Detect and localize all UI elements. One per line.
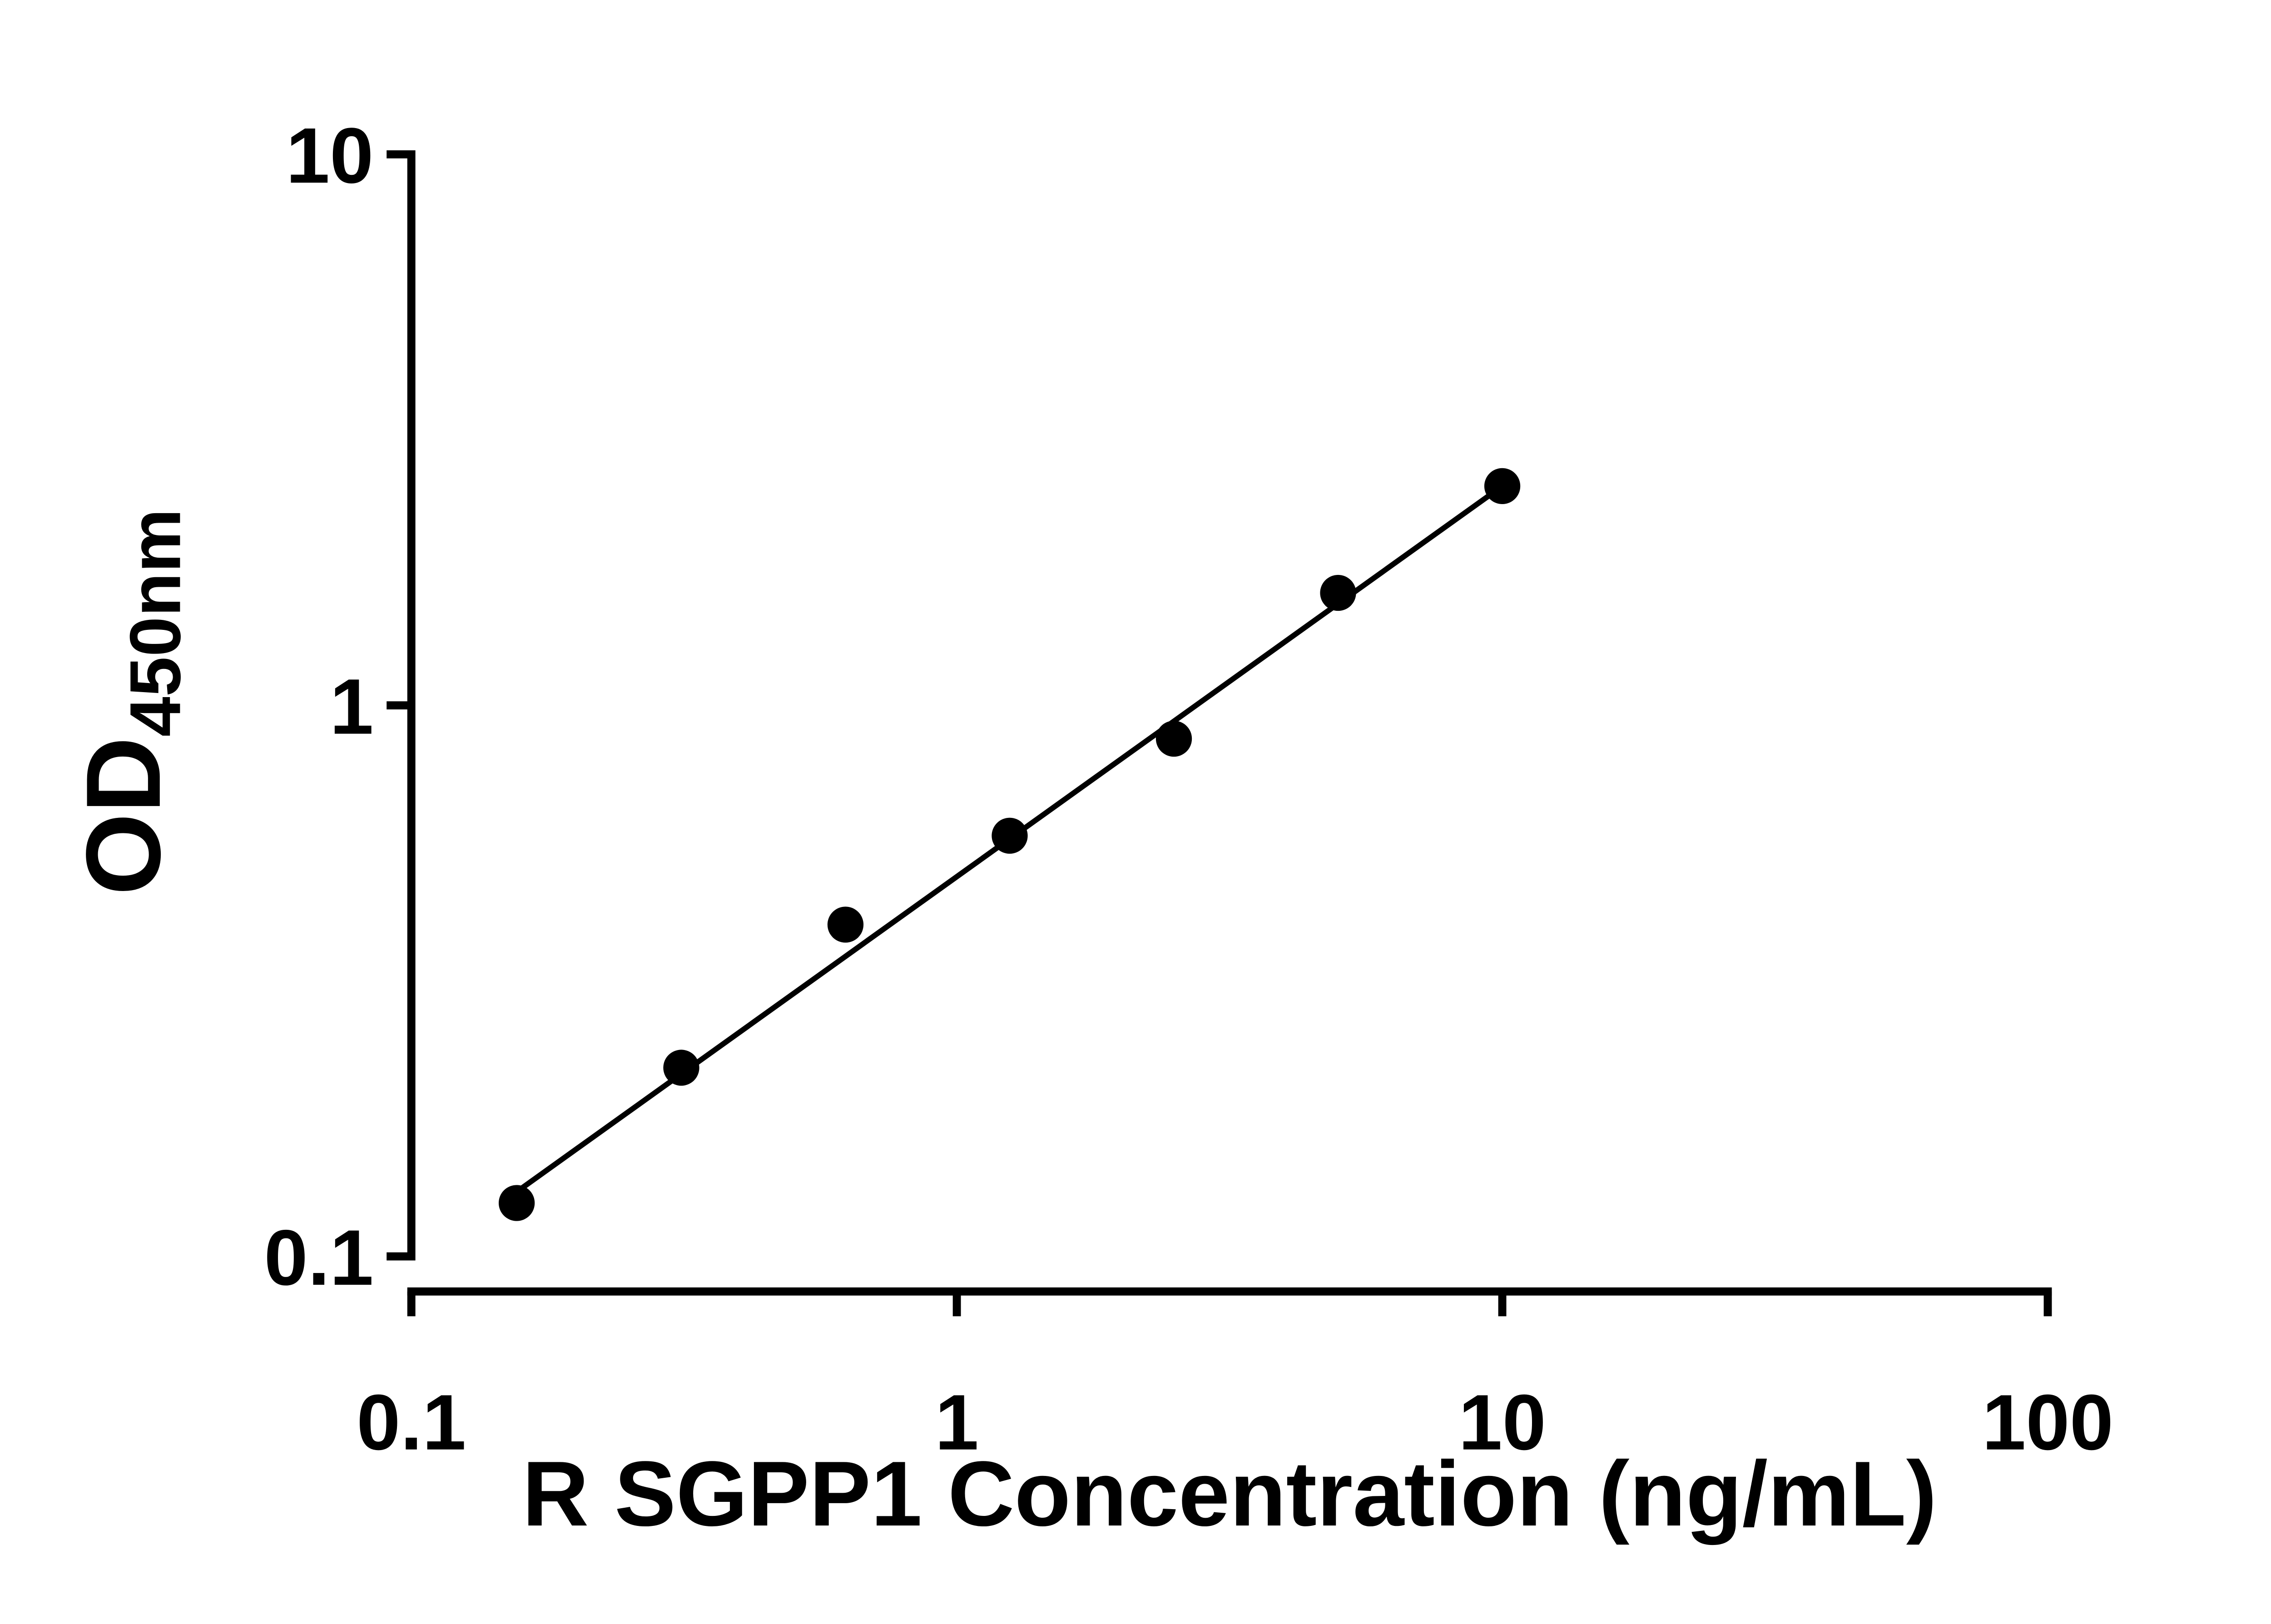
y-axis-title-main: OD (64, 737, 183, 895)
x-tick-label: 10 (1458, 1378, 1546, 1466)
axes (407, 150, 2052, 1296)
y-tick-label: 10 (286, 111, 374, 199)
data-point (498, 1185, 535, 1221)
x-tick-label: 0.1 (357, 1378, 466, 1466)
data-point (992, 817, 1028, 854)
y-tick-label: 1 (330, 663, 373, 751)
data-point (1320, 574, 1356, 611)
data-point (1484, 468, 1521, 505)
y-axis-title: OD450nm (64, 509, 196, 896)
y-tick-label: 0.1 (264, 1213, 373, 1302)
data-point (1155, 720, 1192, 757)
data-points-group (498, 468, 1521, 1221)
ticks (387, 150, 2052, 1317)
x-axis-title: R SGPP1 Concentration (ng/mL) (522, 1442, 1937, 1545)
data-point (827, 906, 864, 943)
data-point (663, 1050, 699, 1086)
x-tick-label: 1 (935, 1378, 978, 1466)
y-axis-title-sub: 450nm (114, 509, 195, 737)
svg-text:OD450nm: OD450nm (64, 509, 196, 896)
tick-labels: 0.1 1 10 0.1 1 10 100 (264, 111, 2113, 1466)
x-tick-label: 100 (1982, 1378, 2113, 1466)
